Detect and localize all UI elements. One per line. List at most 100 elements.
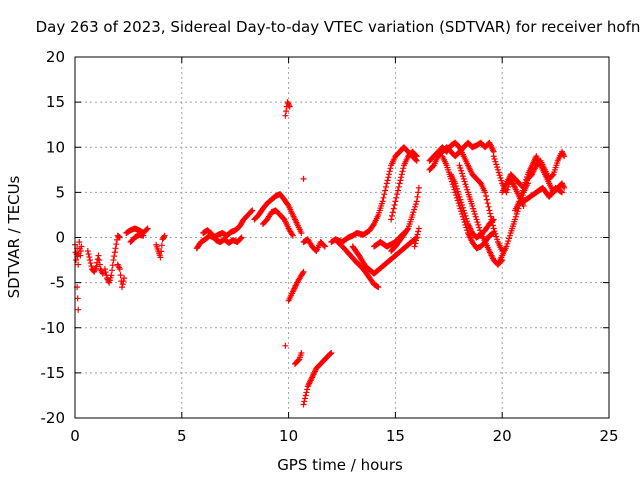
data-point — [460, 175, 467, 182]
data-point — [111, 253, 118, 260]
data-point — [300, 268, 307, 275]
data-point — [388, 212, 395, 219]
data-point — [413, 198, 420, 205]
data-point — [413, 153, 420, 160]
data-point — [298, 350, 305, 357]
data-point — [462, 212, 469, 219]
data-point — [457, 196, 464, 203]
data-point — [457, 165, 464, 172]
data-point — [453, 183, 460, 190]
data-point — [464, 218, 471, 225]
data-point — [95, 252, 102, 259]
data-point — [388, 216, 395, 223]
data-point — [249, 207, 256, 214]
data-point — [476, 227, 483, 234]
data-point — [380, 194, 387, 201]
data-point — [503, 243, 510, 250]
data-point — [389, 209, 396, 216]
data-point — [116, 266, 123, 273]
data-point — [85, 251, 92, 258]
data-point — [412, 201, 419, 208]
data-point — [522, 179, 529, 186]
data-point — [518, 190, 525, 197]
data-point — [386, 168, 393, 175]
data-point — [404, 226, 411, 233]
data-point — [301, 395, 308, 402]
data-point — [459, 204, 466, 211]
data-point — [302, 392, 309, 399]
data-point — [87, 260, 94, 267]
data-point — [452, 180, 459, 187]
y-tick-label: 20 — [46, 48, 65, 66]
data-point — [409, 211, 416, 218]
data-point — [492, 158, 499, 165]
data-point — [486, 207, 493, 214]
data-point — [111, 249, 118, 256]
data-marks — [72, 99, 568, 408]
data-point — [283, 108, 290, 115]
data-point — [512, 216, 519, 223]
data-point — [483, 196, 490, 203]
data-point — [75, 261, 82, 268]
x-tick-label: 0 — [70, 427, 80, 445]
data-point — [412, 203, 419, 210]
data-point — [490, 153, 497, 160]
data-point — [471, 208, 478, 215]
data-point — [161, 233, 167, 240]
data-point — [140, 232, 147, 239]
y-tick-label: -15 — [41, 364, 66, 382]
data-point — [459, 170, 466, 177]
x-axis-label: GPS time / hours — [277, 456, 403, 474]
data-point — [414, 193, 421, 200]
data-point — [76, 239, 83, 246]
data-point — [412, 152, 419, 159]
data-point — [472, 213, 479, 220]
data-point — [116, 233, 123, 240]
data-point — [462, 181, 469, 188]
data-point — [464, 186, 471, 193]
data-point — [491, 155, 498, 162]
x-tick-label: 5 — [177, 427, 187, 445]
data-point — [289, 232, 296, 239]
data-point — [94, 256, 101, 263]
data-point — [394, 191, 401, 198]
data-point — [392, 198, 399, 205]
data-point — [513, 211, 520, 218]
data-point — [86, 254, 93, 261]
data-point — [74, 295, 81, 302]
grid — [75, 57, 609, 418]
data-point — [110, 257, 117, 264]
data-point — [112, 245, 119, 252]
data-point — [400, 165, 407, 172]
data-point — [390, 205, 397, 212]
data-point — [286, 103, 293, 110]
data-point — [86, 257, 93, 264]
y-tick-label: -5 — [50, 274, 65, 292]
y-tick-label: 10 — [46, 138, 65, 156]
data-point — [118, 284, 125, 291]
data-point — [493, 161, 500, 168]
data-point — [561, 184, 568, 191]
data-point — [495, 169, 502, 176]
data-point — [487, 210, 494, 217]
data-point — [475, 221, 482, 228]
data-point — [413, 234, 420, 241]
y-tick-label: 15 — [46, 93, 65, 111]
data-point — [295, 357, 302, 364]
data-point — [549, 172, 556, 179]
data-point — [157, 254, 164, 261]
data-point — [387, 165, 394, 172]
data-point — [561, 153, 568, 160]
data-point — [482, 192, 489, 199]
data-point — [521, 182, 528, 189]
data-point — [399, 168, 406, 175]
data-point — [415, 225, 422, 232]
data-point — [411, 206, 418, 213]
data-point — [96, 257, 103, 264]
data-point — [410, 209, 417, 216]
data-point — [458, 199, 465, 206]
data-point — [370, 222, 377, 229]
data-point — [496, 172, 503, 179]
data-point — [304, 386, 311, 393]
x-tick-label: 20 — [493, 427, 512, 445]
